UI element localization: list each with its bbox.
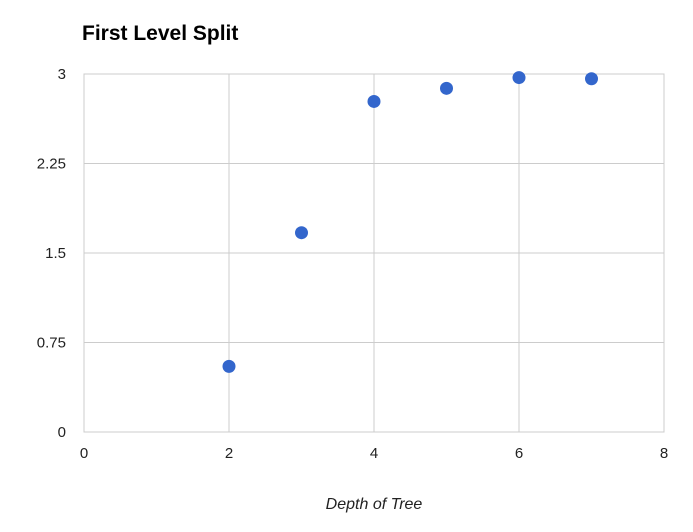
data-point [367, 94, 381, 108]
chart-title: First Level Split [82, 22, 238, 45]
x-tick-label: 2 [225, 445, 233, 462]
y-tick-label: 1.5 [45, 245, 66, 262]
data-point [222, 359, 236, 373]
data-point [295, 226, 308, 240]
data-point [585, 72, 598, 86]
data-points [222, 71, 598, 373]
x-tick-label: 8 [660, 445, 668, 462]
x-tick-label: 0 [80, 445, 88, 462]
y-tick-label: 0 [58, 424, 66, 441]
x-axis-label: Depth of Tree [326, 496, 423, 513]
y-tick-label: 2.25 [37, 156, 66, 173]
axes: 0 2 4 6 8 0 0.75 1.5 2.25 3 [37, 66, 668, 462]
x-tick-label: 4 [370, 445, 378, 462]
grid [83, 73, 665, 433]
data-point [512, 71, 526, 85]
x-tick-label: 6 [515, 445, 523, 462]
y-tick-label: 0.75 [37, 335, 66, 352]
y-tick-label: 3 [58, 66, 66, 83]
data-point [440, 81, 453, 95]
plot-frame [83, 73, 665, 433]
